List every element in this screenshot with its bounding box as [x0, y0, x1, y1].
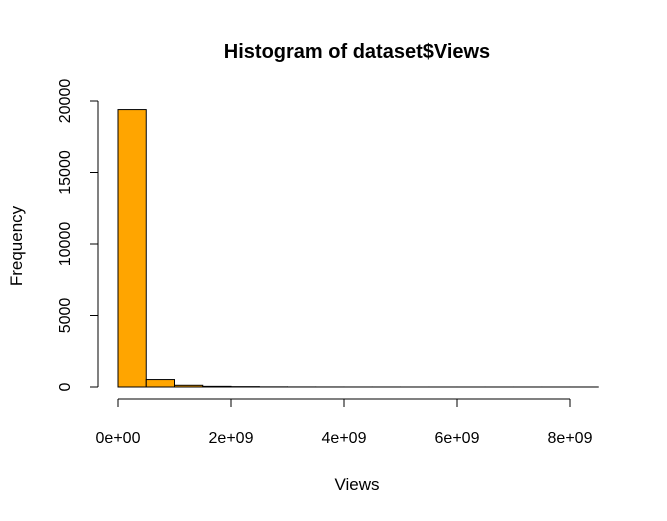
chart-title: Histogram of dataset$Views	[224, 41, 490, 63]
y-tick-label: 15000	[57, 150, 74, 195]
x-axis-label: Views	[334, 475, 379, 494]
histogram-bar	[202, 385, 232, 388]
x-tick-label: 2e+09	[209, 430, 254, 447]
x-tick-label: 8e+09	[548, 430, 593, 447]
y-tick-label: 5000	[57, 298, 74, 334]
y-tick-label: 20000	[57, 79, 74, 124]
y-ticks-group: 0 5000 10000 15000 20000	[57, 79, 98, 391]
x-ticks-group: 0e+00 2e+09 4e+09 6e+09 8e+09	[96, 399, 593, 447]
bars-group	[117, 109, 599, 388]
histogram-bar	[174, 384, 204, 388]
y-tick-label: 10000	[57, 222, 74, 267]
y-axis-label: Frequency	[7, 205, 26, 286]
histogram-bar	[117, 109, 147, 388]
histogram-bar	[145, 379, 175, 388]
x-tick-label: 4e+09	[322, 430, 367, 447]
x-tick-label: 6e+09	[435, 430, 480, 447]
y-tick-label: 0	[57, 382, 74, 391]
x-tick-label: 0e+00	[96, 430, 141, 447]
